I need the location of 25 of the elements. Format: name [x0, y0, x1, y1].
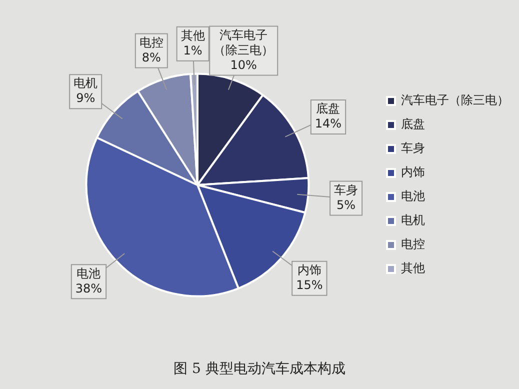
text: 图 5 典型电动汽车成本构成 [172, 360, 346, 378]
slice-label: 内饰 [297, 263, 322, 277]
data-label: 38% [75, 281, 102, 296]
legend-label: 电池 [401, 189, 425, 204]
data-label: 5% [336, 198, 356, 212]
legend-label: 车身 [401, 141, 425, 156]
data-label: 9% [76, 91, 96, 106]
legend-label: 电机 [401, 213, 425, 228]
data-label: 10% [230, 58, 257, 72]
slice-label: 电机 [74, 76, 98, 90]
slice-label: 底盘 [316, 102, 340, 116]
legend-label: 底盘 [401, 117, 425, 132]
slice-label: 车身 [334, 182, 358, 197]
legend-label: 其他 [401, 261, 425, 276]
slice-label: 电池 [76, 266, 101, 280]
legend-label: 内饰 [401, 165, 425, 180]
data-label: 15% [296, 278, 323, 292]
slice-label: 汽车电子（除三电） [214, 28, 274, 57]
legend-label: 汽车电子（除三电） [401, 93, 509, 108]
data-label: 14% [314, 116, 342, 131]
data-label: 1% [183, 43, 202, 58]
data-label: 8% [142, 50, 161, 64]
slice-label: 电控 [139, 35, 164, 50]
legend-label: 电控 [401, 237, 425, 252]
slice-label: 其他 [180, 28, 205, 42]
